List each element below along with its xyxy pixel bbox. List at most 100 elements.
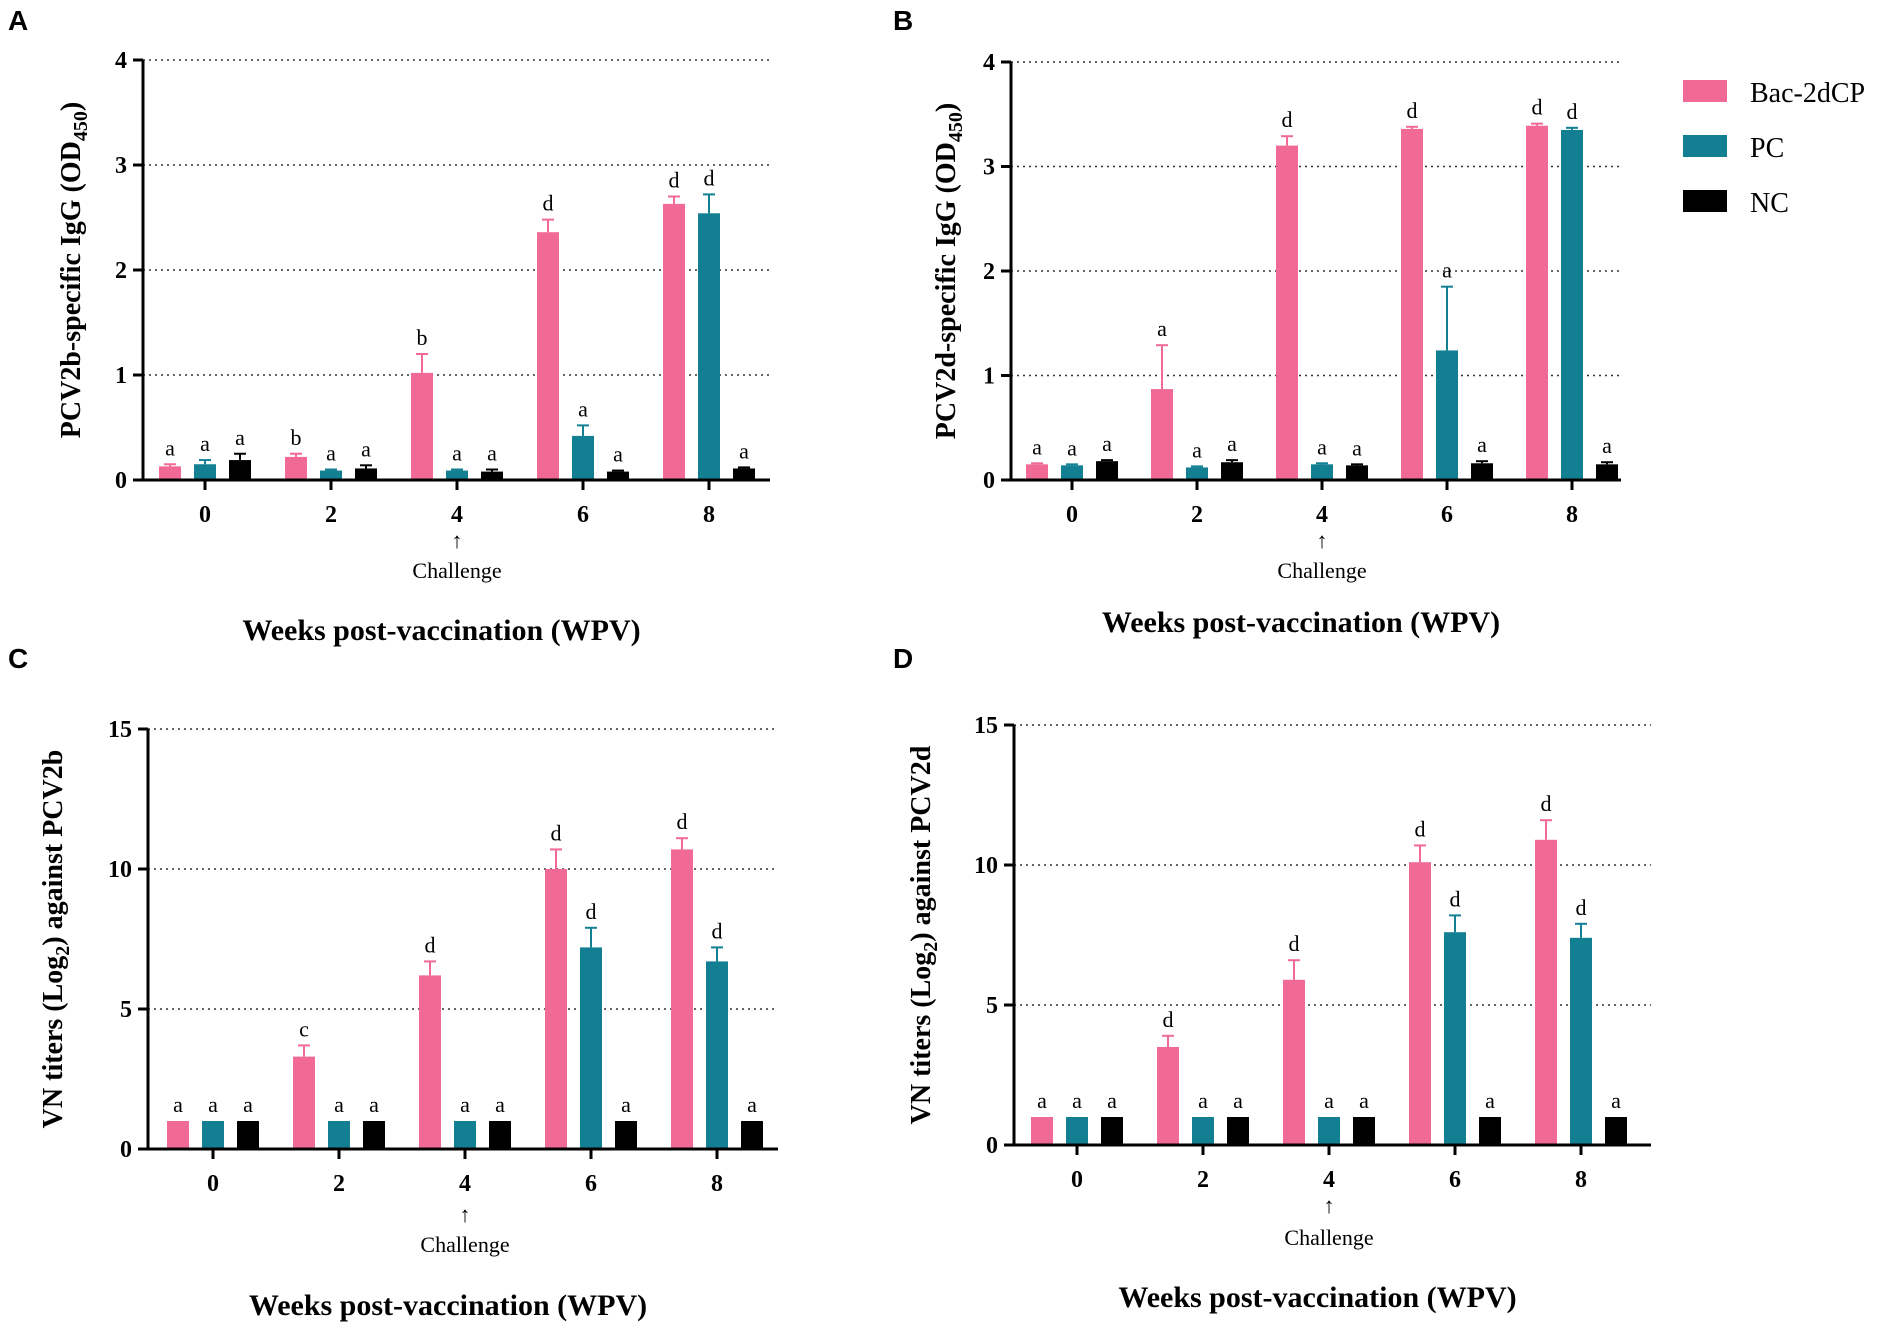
bar-b-bac-2dcp-0 <box>1026 464 1048 480</box>
challenge-label-b: Challenge <box>1277 558 1366 583</box>
sig-label-a-nc-8: a <box>739 438 749 463</box>
bar-a-pc-2 <box>320 470 342 480</box>
bar-a-bac-2dcp-2 <box>285 456 307 480</box>
bar-b-nc-6 <box>1471 463 1493 480</box>
bar-d-pc-2 <box>1192 1117 1214 1145</box>
bar-a-bac-2dcp-0 <box>159 466 181 480</box>
legend: Bac-2dCP PC NC <box>1683 78 1865 219</box>
y-tick-label-a-4: 4 <box>115 48 127 74</box>
sig-label-b-pc-6: a <box>1442 258 1452 283</box>
x-tick-label-c-2: 2 <box>333 1171 345 1197</box>
sig-label-c-pc-6: d <box>586 899 597 924</box>
sig-label-b-bac-2dcp-0: a <box>1032 434 1042 459</box>
sig-label-a-bac-2dcp-2: b <box>291 425 302 450</box>
sig-label-b-nc-8: a <box>1602 433 1612 458</box>
legend-label-bac-2dcp: Bac-2dCP <box>1750 78 1865 109</box>
sig-label-b-bac-2dcp-6: d <box>1407 98 1418 123</box>
sig-label-d-bac-2dcp-8: d <box>1541 791 1552 816</box>
bar-d-pc-4 <box>1318 1117 1340 1145</box>
y-axis-label-b: PCV2d-specific IgG (OD450) <box>931 103 967 439</box>
x-tick-label-c-4: 4 <box>459 1171 471 1197</box>
bar-c-pc-6 <box>580 947 602 1149</box>
sig-label-c-pc-2: a <box>334 1092 344 1117</box>
x-tick-label-d-2: 2 <box>1197 1167 1209 1193</box>
x-tick-label-c-6: 6 <box>585 1171 597 1197</box>
sig-label-a-pc-2: a <box>326 441 336 466</box>
bar-d-nc-4 <box>1353 1117 1375 1145</box>
legend-swatch-pc <box>1683 135 1727 157</box>
sig-label-b-bac-2dcp-2: a <box>1157 316 1167 341</box>
sig-label-d-bac-2dcp-2: d <box>1163 1007 1174 1032</box>
y-axis-label-d: VN titers (Log2) against PCV2d <box>906 745 942 1124</box>
bar-b-nc-0 <box>1096 461 1118 480</box>
bar-d-bac-2dcp-4 <box>1283 979 1305 1145</box>
bar-d-pc-0 <box>1066 1117 1088 1145</box>
bar-a-pc-6 <box>572 435 594 480</box>
sig-label-d-nc-4: a <box>1359 1088 1369 1113</box>
sig-label-b-nc-4: a <box>1352 435 1362 460</box>
sig-label-b-pc-0: a <box>1067 435 1077 460</box>
sig-label-a-pc-6: a <box>578 396 588 421</box>
sig-label-d-nc-6: a <box>1485 1088 1495 1113</box>
x-tick-label-b-0: 0 <box>1066 502 1078 528</box>
bar-d-nc-0 <box>1101 1117 1123 1145</box>
y-tick-label-b-4: 4 <box>983 50 995 76</box>
sig-label-a-pc-0: a <box>200 431 210 456</box>
bar-d-pc-6 <box>1444 932 1466 1145</box>
bar-c-bac-2dcp-4 <box>419 975 441 1149</box>
sig-label-d-pc-6: d <box>1450 886 1461 911</box>
sig-label-a-bac-2dcp-0: a <box>165 435 175 460</box>
bar-a-nc-4 <box>481 471 503 480</box>
x-axis-label-a: Weeks post-vaccination (WPV) <box>242 614 640 647</box>
bar-a-pc-8 <box>698 213 720 481</box>
x-axis-label-d: Weeks post-vaccination (WPV) <box>1118 1281 1516 1314</box>
sig-label-c-bac-2dcp-4: d <box>425 932 436 957</box>
bar-a-nc-0 <box>229 460 251 480</box>
bar-b-pc-0 <box>1061 465 1083 480</box>
sig-label-d-nc-2: a <box>1233 1088 1243 1113</box>
sig-label-c-pc-8: d <box>712 918 723 943</box>
bar-b-pc-4 <box>1311 464 1333 480</box>
y-tick-label-d-15: 15 <box>974 713 998 739</box>
bar-a-bac-2dcp-4 <box>411 372 433 480</box>
bar-a-pc-0 <box>194 464 216 480</box>
bar-a-nc-8 <box>733 468 755 480</box>
bar-c-bac-2dcp-2 <box>293 1056 315 1149</box>
x-axis-label-c: Weeks post-vaccination (WPV) <box>249 1289 647 1322</box>
y-axis-label-c: VN titers (Log2) against PCV2b <box>38 750 74 1129</box>
bar-c-bac-2dcp-8 <box>671 849 693 1149</box>
x-tick-label-a-2: 2 <box>325 502 337 528</box>
bar-d-bac-2dcp-0 <box>1031 1117 1053 1145</box>
y-tick-label-c-5: 5 <box>120 997 132 1023</box>
sig-label-d-pc-8: d <box>1576 895 1587 920</box>
legend-swatch-bac-2dcp <box>1683 80 1727 102</box>
panel-letter-c: C <box>8 643 28 674</box>
bar-b-pc-8 <box>1561 129 1583 481</box>
x-tick-label-a-6: 6 <box>577 502 589 528</box>
sig-label-a-pc-4: a <box>452 441 462 466</box>
x-tick-label-b-2: 2 <box>1191 502 1203 528</box>
y-tick-label-a-0: 0 <box>115 468 127 494</box>
sig-label-a-nc-2: a <box>361 436 371 461</box>
y-tick-label-a-2: 2 <box>115 258 127 284</box>
sig-label-c-bac-2dcp-8: d <box>677 809 688 834</box>
challenge-arrow-a: ↑ <box>452 528 463 553</box>
bar-d-bac-2dcp-8 <box>1535 839 1557 1145</box>
panel-letter-d: D <box>893 643 913 674</box>
x-tick-label-a-4: 4 <box>451 502 463 528</box>
bar-a-bac-2dcp-8 <box>663 203 685 480</box>
y-tick-label-b-3: 3 <box>983 155 995 181</box>
sig-label-b-pc-2: a <box>1192 437 1202 462</box>
sig-label-d-pc-0: a <box>1072 1088 1082 1113</box>
bar-c-pc-8 <box>706 961 728 1149</box>
bar-b-bac-2dcp-8 <box>1526 125 1548 481</box>
bar-a-nc-6 <box>607 471 629 480</box>
sig-label-c-nc-8: a <box>747 1092 757 1117</box>
legend-label-nc: NC <box>1750 188 1789 219</box>
sig-label-a-nc-6: a <box>613 442 623 467</box>
sig-label-b-nc-0: a <box>1102 431 1112 456</box>
bar-c-pc-2 <box>328 1121 350 1149</box>
